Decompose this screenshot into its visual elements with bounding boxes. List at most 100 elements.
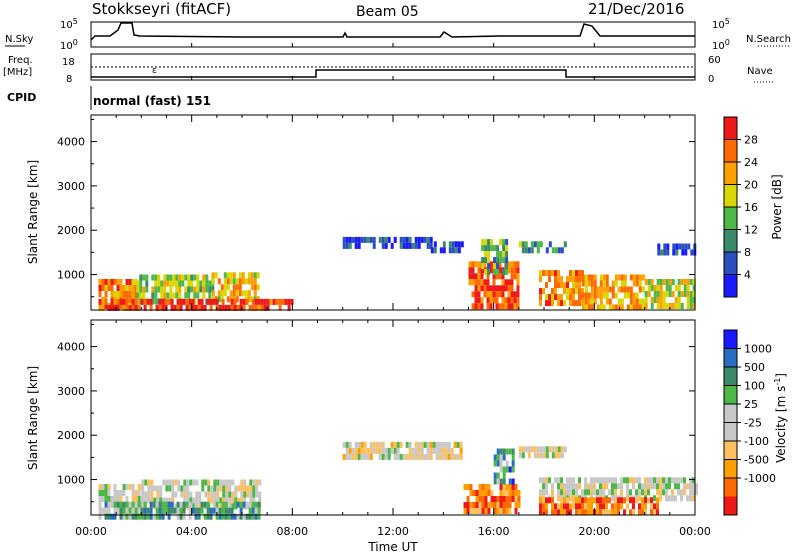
power-cell xyxy=(151,292,155,299)
power-cell xyxy=(212,298,216,305)
power-cell xyxy=(471,267,475,274)
power-cell xyxy=(632,280,636,287)
power-cell xyxy=(266,298,270,305)
velocity-cell xyxy=(578,497,581,504)
power-cell xyxy=(122,304,126,311)
velocity-cell xyxy=(168,497,172,504)
velocity-cell xyxy=(502,502,506,508)
velocity-colorbar-tick-label: 100 xyxy=(744,380,765,393)
power-cell xyxy=(178,274,182,281)
velocity-cell xyxy=(584,503,587,510)
velocity-cell xyxy=(632,497,635,504)
velocity-cell xyxy=(453,441,457,448)
velocity-cell xyxy=(572,477,575,484)
velocity-cell xyxy=(599,489,602,496)
velocity-cell xyxy=(508,484,512,490)
velocity-cell xyxy=(198,503,202,510)
velocity-cell xyxy=(363,441,367,448)
velocity-cell xyxy=(182,501,186,508)
velocity-cell xyxy=(551,446,555,453)
velocity-cell xyxy=(357,447,361,454)
velocity-cell xyxy=(536,452,540,459)
velocity-cell xyxy=(484,496,488,502)
power-cell xyxy=(590,292,594,299)
power-cell xyxy=(203,304,207,311)
power-cell xyxy=(226,284,230,291)
velocity-cell xyxy=(405,441,409,448)
velocity-cell xyxy=(662,477,665,484)
power-ytick-label: 4000 xyxy=(57,136,85,149)
power-cell xyxy=(426,242,430,249)
power-cell xyxy=(477,285,481,292)
power-cell xyxy=(163,286,167,293)
power-cell xyxy=(623,280,627,287)
velocity-cell xyxy=(665,477,668,484)
velocity-cell xyxy=(511,448,515,455)
power-cell xyxy=(196,286,200,293)
power-cell xyxy=(599,304,603,311)
velocity-cell xyxy=(119,507,123,514)
power-cell xyxy=(581,304,585,311)
velocity-cell xyxy=(551,483,554,490)
power-cell xyxy=(575,282,578,289)
power-cell xyxy=(578,282,581,289)
power-cell xyxy=(480,279,484,286)
power-cell xyxy=(632,292,636,299)
velocity-cell xyxy=(656,489,659,496)
velocity-cell xyxy=(119,490,123,496)
power-x-axis xyxy=(90,115,696,310)
velocity-cell xyxy=(113,501,117,508)
power-cell xyxy=(502,239,506,246)
velocity-cell xyxy=(222,479,226,486)
velocity-cell xyxy=(113,513,117,520)
velocity-cell xyxy=(387,447,391,454)
velocity-cell xyxy=(183,491,187,498)
power-cell xyxy=(510,261,514,268)
power-cell xyxy=(489,267,493,274)
velocity-cell xyxy=(545,477,548,484)
velocity-cell xyxy=(251,507,255,514)
power-cell xyxy=(686,297,690,303)
velocity-cell xyxy=(656,497,659,504)
velocity-cell xyxy=(563,503,566,510)
power-cell xyxy=(596,304,600,311)
velocity-cell xyxy=(689,489,692,496)
power-colorbar-swatch xyxy=(724,252,737,275)
velocity-cell xyxy=(653,495,656,502)
velocity-cell xyxy=(638,503,641,510)
velocity-cell xyxy=(210,497,214,504)
nave-ytick-bottom-right: 0 xyxy=(708,74,714,85)
velocity-cell xyxy=(438,441,442,448)
velocity-cell xyxy=(569,509,572,516)
velocity-cell xyxy=(140,507,144,514)
velocity-cell xyxy=(408,441,412,448)
velocity-colorbar-swatch xyxy=(724,478,737,497)
power-cell xyxy=(173,304,177,311)
velocity-cell xyxy=(183,479,187,486)
power-cell xyxy=(487,263,491,270)
velocity-cell xyxy=(119,513,123,520)
velocity-cell xyxy=(143,501,147,508)
power-cell xyxy=(378,236,382,243)
velocity-cell xyxy=(511,484,515,490)
power-cell xyxy=(101,298,105,305)
velocity-cell xyxy=(182,513,186,520)
power-cell xyxy=(348,236,352,243)
power-cell xyxy=(498,273,502,280)
power-cell xyxy=(493,245,497,252)
power-cell xyxy=(193,274,197,281)
power-cell xyxy=(196,292,200,299)
power-cell xyxy=(200,298,204,305)
power-cell xyxy=(632,298,636,305)
power-cell xyxy=(146,298,150,305)
power-cell xyxy=(193,286,197,293)
velocity-cell xyxy=(608,477,611,484)
velocity-cell xyxy=(399,441,403,448)
velocity-cell xyxy=(432,441,436,448)
velocity-cell xyxy=(393,453,397,460)
power-cell xyxy=(107,285,111,291)
power-cell xyxy=(686,279,690,285)
power-cell xyxy=(504,285,508,292)
power-cell xyxy=(662,303,666,309)
